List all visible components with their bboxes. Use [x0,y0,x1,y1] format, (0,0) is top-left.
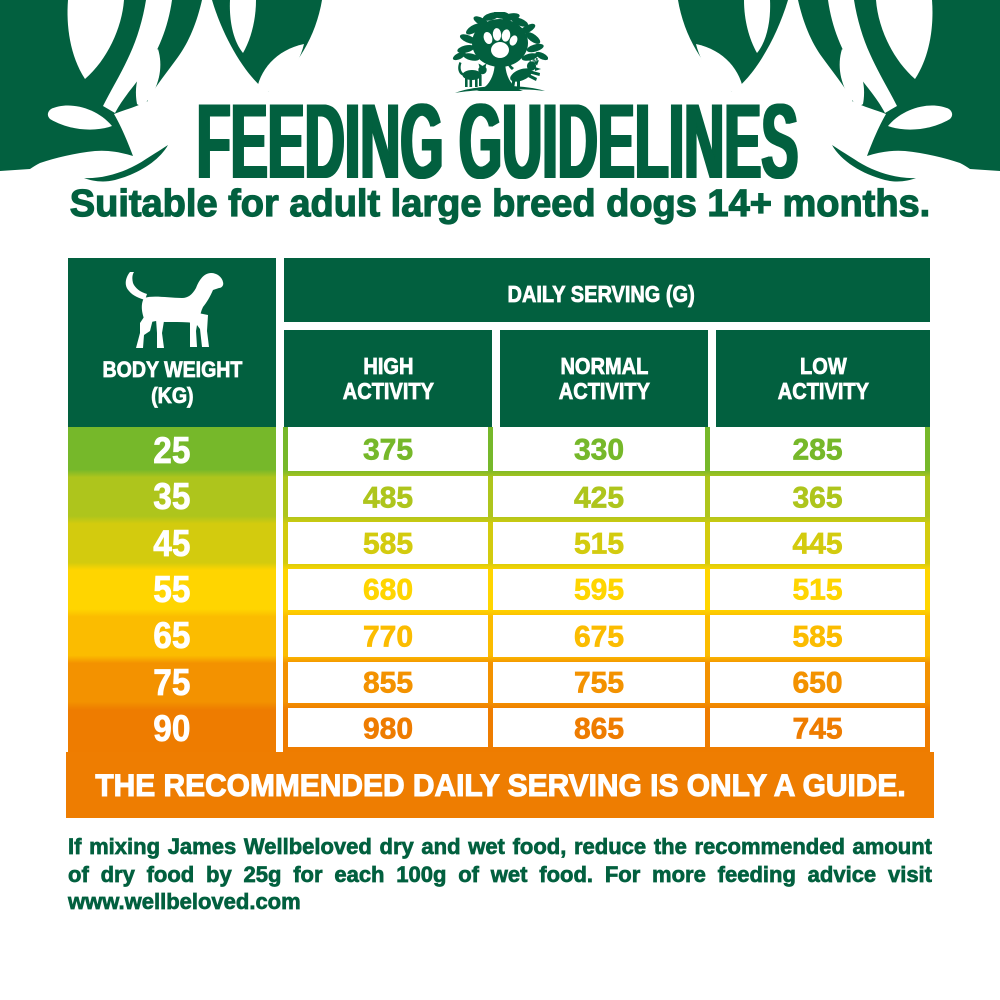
svg-text:TM: TM [528,58,538,65]
